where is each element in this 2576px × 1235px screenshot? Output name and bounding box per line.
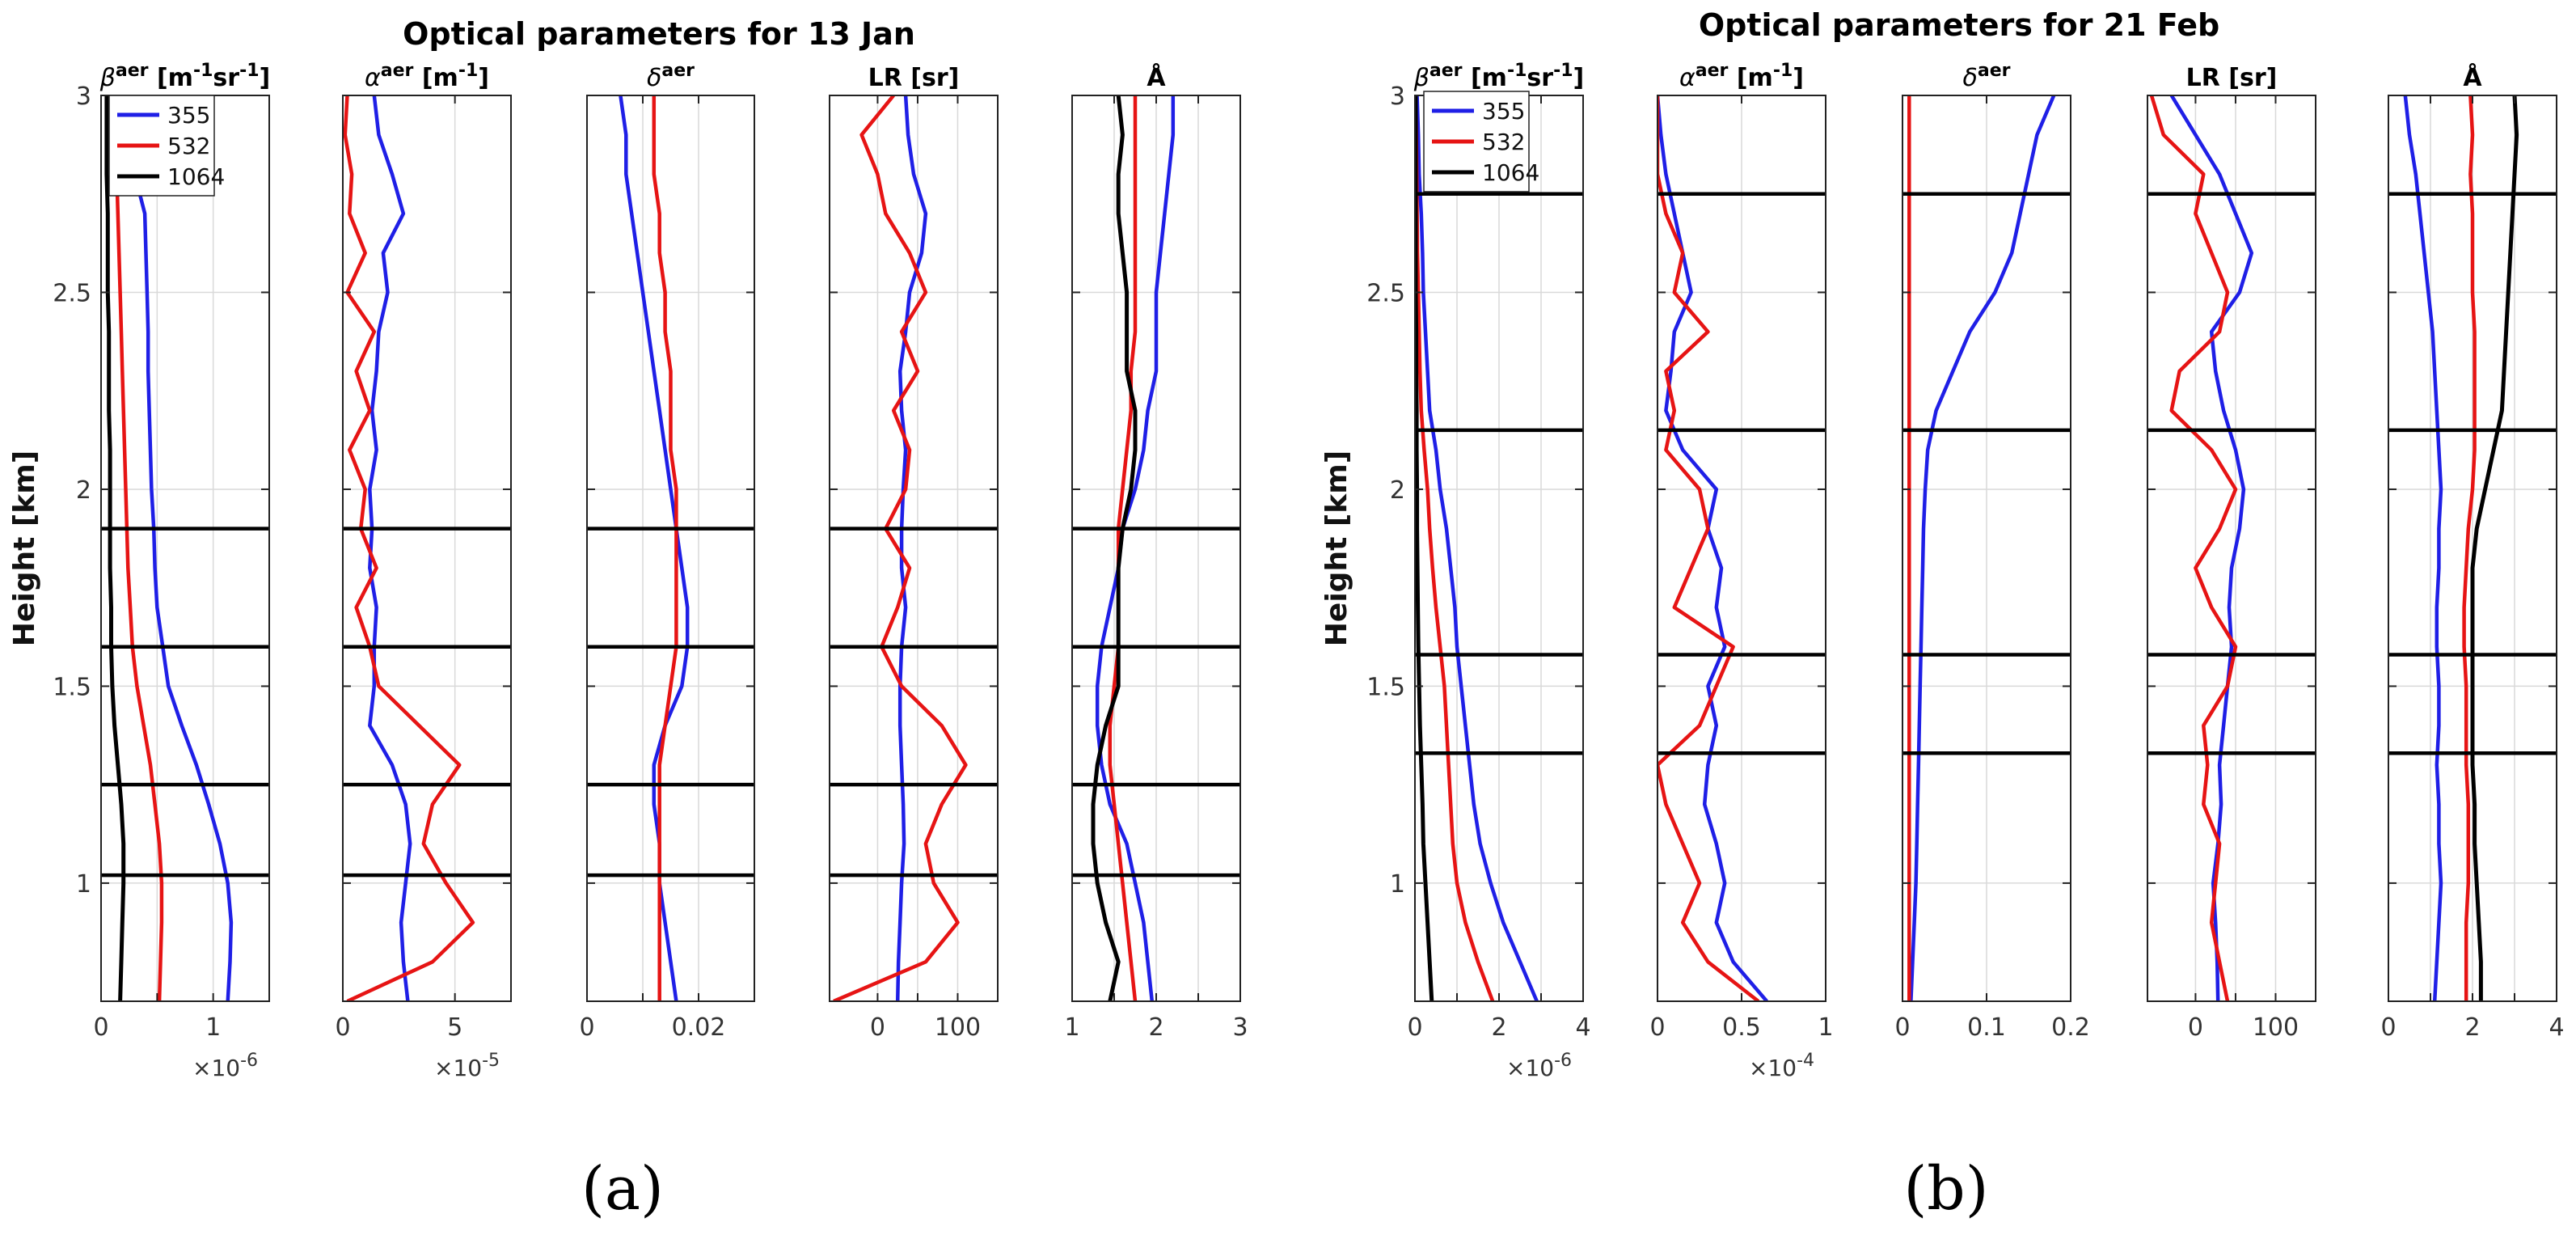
- y-tick-label: 2: [76, 476, 91, 505]
- legend: 355 532 1064: [108, 95, 225, 197]
- series-line-355: [368, 95, 412, 1001]
- series-line-532: [833, 95, 968, 1001]
- figure-title: Optical parameters for 13 Jan: [403, 16, 915, 52]
- subplot-title: βaer [m-1sr-1]: [99, 61, 270, 92]
- y-tick-label: 1.5: [53, 673, 91, 701]
- x-axis-multiplier: ×10-6: [1506, 1051, 1572, 1081]
- x-tick-label: 0: [2188, 1013, 2203, 1042]
- subplot-title: Å: [1147, 62, 1166, 92]
- series-line-532: [2462, 95, 2477, 1001]
- y-axis-label: Height [km]: [1320, 450, 1353, 646]
- x-tick-label: 0: [93, 1013, 108, 1042]
- y-tick-label: 3: [1390, 82, 1405, 111]
- series-line-532: [2149, 95, 2238, 1001]
- x-axis-multiplier: ×10-4: [1749, 1051, 1814, 1081]
- subplot-2: 0 0.5 1×10-4 αaer [m-1]: [1649, 61, 1833, 1081]
- y-tick-label: 2: [1390, 476, 1405, 505]
- figure-panel-1: Optical parameters for 13 Jan Height [km]…: [8, 16, 1248, 1224]
- subplot-1: 0 1 1 1.5 2 2.5 3 ×10-6 βaer [m-1sr-1]: [53, 61, 270, 1081]
- panel-label: (b): [1903, 1154, 1988, 1224]
- series-line-532: [1415, 95, 1495, 1001]
- y-tick-label: 2.5: [1366, 279, 1405, 307]
- subplot-2: 0 5 ×10-5 αaer [m-1]: [335, 61, 512, 1081]
- y-tick-label: 3: [76, 82, 91, 111]
- x-tick-label: 1: [205, 1013, 221, 1042]
- subplot-5: 1 2 3 Å: [1064, 62, 1248, 1042]
- series-line-355: [1909, 95, 2056, 1001]
- subplot-4: 0 100 LR [sr]: [2147, 64, 2316, 1042]
- x-axis-multiplier: ×10-6: [192, 1051, 258, 1081]
- subplot-title: βaer [m-1sr-1]: [1413, 61, 1584, 92]
- y-tick-label: 1: [76, 870, 91, 899]
- figure-title: Optical parameters for 21 Feb: [1699, 7, 2219, 43]
- subplot-title: LR [sr]: [2186, 64, 2278, 92]
- x-tick-label: 0: [335, 1013, 350, 1042]
- series-line-355: [2403, 95, 2443, 1001]
- x-tick-label: 1: [1064, 1013, 1079, 1042]
- subplot-3: 0 0.02 δaer: [579, 61, 755, 1042]
- x-tick-label: 0: [2380, 1013, 2396, 1042]
- y-axis-label: Height [km]: [8, 450, 41, 646]
- subplot-5: 0 2 4 Å: [2380, 62, 2564, 1042]
- series-line-355: [1415, 95, 1539, 1001]
- x-tick-label: 5: [447, 1013, 462, 1042]
- y-tick-label: 1: [1390, 870, 1405, 899]
- x-tick-label: 4: [1575, 1013, 1590, 1042]
- x-tick-label: 100: [2253, 1013, 2299, 1042]
- legend-label-532: 532: [1482, 129, 1525, 155]
- series-line-532: [1658, 95, 1760, 1001]
- x-tick-label: 0.1: [1967, 1013, 2006, 1042]
- x-tick-label: 1: [1818, 1013, 1833, 1042]
- series-line-355: [895, 95, 928, 1001]
- x-tick-label: 2: [1148, 1013, 1163, 1042]
- legend: 355 532 1064: [1423, 91, 1539, 192]
- subplot-1: 0 2 4 1 1.5 2 2.5 3 ×10-6 βaer [m-1sr-1]: [1366, 61, 1590, 1081]
- subplot-title: δaer: [647, 61, 695, 92]
- series-line-1064: [1091, 95, 1138, 1001]
- y-tick-label: 2.5: [53, 279, 91, 307]
- subplot-title: Å: [2463, 62, 2482, 92]
- subplot-4: 0 100 LR [sr]: [829, 64, 999, 1042]
- x-tick-label: 0.2: [2051, 1013, 2090, 1042]
- x-tick-label: 2: [1491, 1013, 1506, 1042]
- subplot-title: αaer [m-1]: [1679, 61, 1804, 92]
- legend-label-355: 355: [167, 102, 210, 129]
- subplot-title: αaer [m-1]: [365, 61, 489, 92]
- axes-frame: [829, 95, 999, 1002]
- legend-label-1064: 1064: [1482, 159, 1539, 186]
- subplot-3: 0 0.1 0.2 δaer: [1894, 61, 2089, 1042]
- series-line-532: [343, 95, 475, 1001]
- figure-panel-2: Optical parameters for 21 Feb Height [km]…: [1320, 7, 2565, 1224]
- series-line-1064: [2470, 95, 2519, 1001]
- series-line-532: [112, 95, 164, 1001]
- x-tick-label: 2: [2464, 1013, 2480, 1042]
- y-tick-label: 1.5: [1366, 673, 1405, 701]
- series-line-1064: [104, 95, 126, 1001]
- x-tick-label: 0: [579, 1013, 594, 1042]
- x-tick-label: 0: [870, 1013, 885, 1042]
- subplot-title: LR [sr]: [868, 64, 960, 92]
- legend-label-532: 532: [167, 133, 210, 159]
- series-line-355: [115, 95, 234, 1001]
- subplot-title: δaer: [1963, 61, 2011, 92]
- series-line-532: [1108, 95, 1138, 1001]
- x-tick-label: 100: [935, 1013, 981, 1042]
- legend-label-1064: 1064: [167, 163, 225, 190]
- x-tick-label: 4: [2549, 1013, 2564, 1042]
- x-tick-label: 0: [1407, 1013, 1422, 1042]
- x-tick-label: 3: [1232, 1013, 1248, 1042]
- x-tick-label: 0: [1894, 1013, 1910, 1042]
- panel-label: (a): [581, 1154, 664, 1224]
- series-line-355: [2169, 95, 2254, 1001]
- legend-label-355: 355: [1482, 98, 1525, 125]
- x-axis-multiplier: ×10-5: [434, 1051, 500, 1081]
- x-tick-label: 0.5: [1722, 1013, 1761, 1042]
- axes-frame: [342, 95, 512, 1002]
- series-line-532: [652, 95, 678, 1001]
- axes-frame: [2147, 95, 2316, 1002]
- x-tick-label: 0.02: [672, 1013, 726, 1042]
- axes-frame: [586, 95, 755, 1002]
- x-tick-label: 0: [1649, 1013, 1665, 1042]
